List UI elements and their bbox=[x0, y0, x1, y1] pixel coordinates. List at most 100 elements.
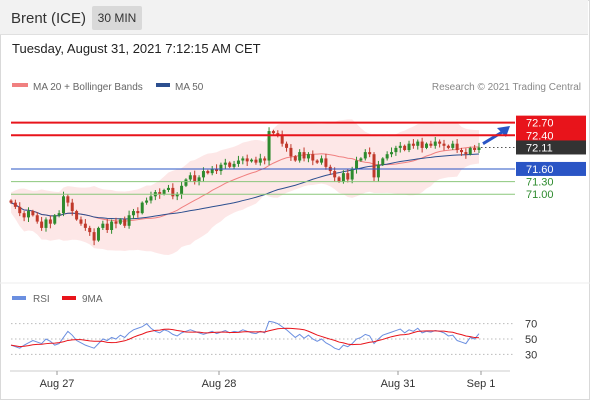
candle bbox=[381, 157, 385, 166]
candle bbox=[145, 197, 149, 205]
candle-body bbox=[223, 162, 227, 165]
candle-body bbox=[35, 215, 39, 222]
candle bbox=[446, 144, 450, 150]
candle bbox=[18, 202, 22, 217]
x-tick-label: Sep 1 bbox=[467, 378, 496, 390]
candle-body bbox=[464, 152, 468, 155]
candle bbox=[455, 139, 459, 153]
level-label: 72.11 bbox=[526, 142, 553, 154]
candle-body bbox=[201, 171, 205, 178]
candle-body bbox=[355, 160, 359, 169]
candle-body bbox=[477, 147, 481, 150]
candle bbox=[175, 192, 179, 201]
candle-body bbox=[22, 213, 26, 218]
candle bbox=[79, 216, 83, 226]
candle bbox=[158, 188, 162, 199]
candle-body bbox=[285, 143, 289, 148]
candle bbox=[57, 210, 61, 218]
candle bbox=[394, 145, 398, 156]
candle-body bbox=[315, 160, 319, 163]
candle-body bbox=[324, 158, 328, 167]
candle-body bbox=[385, 154, 389, 159]
candle bbox=[197, 175, 201, 186]
candle-body bbox=[228, 162, 232, 167]
candle bbox=[451, 140, 455, 150]
candle-body bbox=[9, 200, 13, 203]
candle bbox=[223, 158, 227, 170]
candle bbox=[136, 207, 140, 218]
candle-body bbox=[92, 232, 96, 241]
candle bbox=[464, 148, 468, 159]
ma50-legend-swatch bbox=[156, 83, 170, 87]
candle-body bbox=[468, 147, 472, 155]
timeframe-button[interactable]: 30 MIN bbox=[92, 6, 142, 30]
candle-body bbox=[368, 152, 372, 155]
timestamp: Tuesday, August 31, 2021 7:12:15 AM CET bbox=[12, 41, 261, 56]
candle-body bbox=[433, 141, 437, 146]
candle-body bbox=[114, 221, 118, 224]
ma9-legend-swatch bbox=[62, 296, 76, 300]
candle bbox=[245, 154, 249, 166]
candle bbox=[271, 129, 275, 135]
candle-body bbox=[127, 215, 131, 226]
candle-body bbox=[215, 168, 219, 172]
candle bbox=[350, 166, 354, 184]
candle-body bbox=[289, 147, 293, 157]
level-label: 71.30 bbox=[526, 177, 554, 189]
candle-body bbox=[337, 177, 341, 182]
candle bbox=[306, 152, 310, 163]
candle-body bbox=[171, 187, 175, 197]
candle bbox=[420, 137, 424, 153]
candle-body bbox=[271, 131, 275, 134]
candle bbox=[66, 194, 70, 207]
candle bbox=[433, 136, 437, 149]
candle bbox=[267, 127, 271, 166]
candle-body bbox=[411, 143, 415, 146]
level-label-box bbox=[516, 161, 586, 176]
candle bbox=[96, 226, 100, 242]
candle-body bbox=[70, 202, 74, 212]
candle bbox=[44, 217, 48, 232]
candle-body bbox=[302, 152, 306, 159]
candle bbox=[193, 170, 197, 185]
candle bbox=[83, 219, 87, 231]
candle-body bbox=[53, 215, 57, 224]
candle bbox=[236, 155, 240, 167]
candle-body bbox=[254, 159, 258, 163]
candle bbox=[123, 216, 127, 228]
level-label: 71.60 bbox=[526, 164, 554, 176]
candle-body bbox=[149, 196, 153, 201]
candle bbox=[188, 172, 192, 182]
candle-body bbox=[460, 150, 464, 153]
candle-body bbox=[110, 221, 114, 230]
candle-body bbox=[403, 145, 407, 150]
candle bbox=[166, 184, 170, 193]
candle bbox=[398, 142, 402, 153]
candle-body bbox=[18, 206, 22, 214]
candle bbox=[438, 139, 442, 148]
candle-body bbox=[376, 164, 380, 178]
candle-body bbox=[363, 152, 367, 159]
candle-body bbox=[333, 171, 337, 178]
candle-body bbox=[420, 141, 424, 148]
candle bbox=[324, 153, 328, 170]
candle bbox=[460, 147, 464, 156]
candle bbox=[210, 166, 214, 176]
candle-body bbox=[341, 173, 345, 182]
candle-body bbox=[88, 227, 92, 233]
rsi-ma-line bbox=[10, 327, 480, 348]
candle-body bbox=[320, 158, 324, 163]
candle-body bbox=[381, 158, 385, 165]
candle-body bbox=[83, 223, 87, 228]
candle bbox=[390, 147, 394, 158]
candle-body bbox=[101, 223, 105, 228]
candle bbox=[127, 210, 131, 229]
candle bbox=[114, 217, 118, 229]
candle bbox=[140, 201, 144, 215]
candle bbox=[263, 156, 267, 165]
candle-body bbox=[31, 211, 35, 216]
candle-body bbox=[105, 223, 109, 230]
x-tick-label: Aug 27 bbox=[40, 378, 75, 390]
candle bbox=[184, 178, 188, 188]
